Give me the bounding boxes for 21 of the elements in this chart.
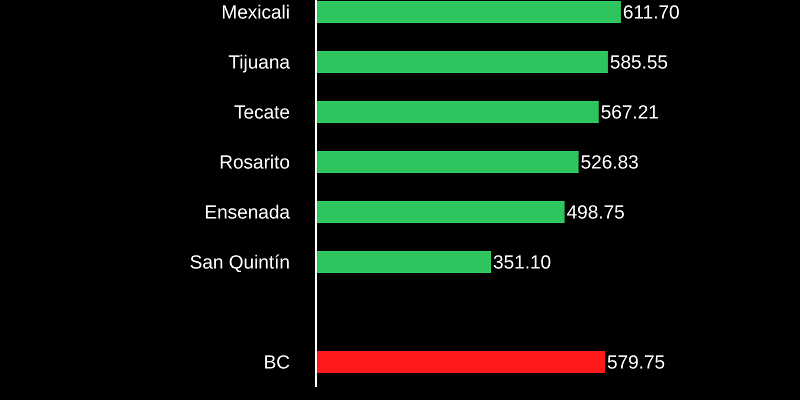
y-tick-label: Rosarito <box>219 152 290 174</box>
data-label: 579.75 <box>606 352 666 374</box>
bar <box>316 251 492 273</box>
bar <box>316 1 621 23</box>
data-label: 351.10 <box>493 252 552 274</box>
y-tick-label: Mexicali <box>221 2 290 24</box>
bar <box>316 351 605 373</box>
bar <box>316 101 599 123</box>
data-label: 567.21 <box>600 102 659 124</box>
data-label: 498.75 <box>566 202 625 224</box>
y-tick-label: Tecate <box>234 102 290 124</box>
data-label: 526.83 <box>580 152 639 174</box>
bar <box>316 51 608 73</box>
y-tick-label: Tijuana <box>228 52 290 74</box>
y-tick-label: San Quintín <box>190 252 290 274</box>
bar <box>316 201 565 223</box>
data-label: 611.70 <box>622 2 680 24</box>
data-label: 585.55 <box>610 52 668 74</box>
bar <box>316 151 579 173</box>
y-tick-label: BC <box>264 352 290 374</box>
y-tick-label: Ensenada <box>204 202 290 224</box>
